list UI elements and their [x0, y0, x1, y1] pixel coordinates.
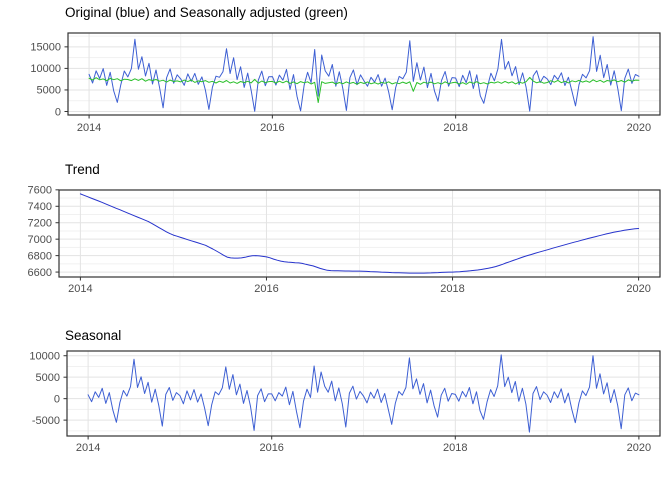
original-adjusted-plot: 0 5000 10000 15000 2014 2016 2018 2020	[30, 32, 661, 134]
trend-plot: 6600 6800 7000 7200 7400 7600 2014 2016 2018 2020	[28, 185, 661, 295]
x-tick-label: 2020	[627, 122, 651, 134]
x-tick-label: 2016	[254, 283, 278, 295]
y-tick-label: -5000	[32, 415, 60, 427]
x-tick-label: 2018	[440, 283, 464, 295]
y-tick-label: 6800	[28, 250, 52, 262]
x-tick-label: 2020	[627, 442, 651, 454]
x-tick-label: 2014	[76, 442, 100, 454]
x-tick-label: 2014	[68, 283, 92, 295]
chart-title-trend: Trend	[65, 162, 100, 177]
y-tick-label: 15000	[30, 42, 61, 54]
x-tick-label: 2018	[443, 442, 467, 454]
x-tick-label: 2014	[77, 122, 101, 134]
y-tick-label: 10000	[30, 63, 61, 75]
seasonal-plot: -5000 0 5000 10000 2014 2016 2018 2020	[29, 350, 661, 454]
y-tick-label: 7000	[28, 234, 52, 246]
x-tick-label: 2018	[443, 122, 467, 134]
chart-title-seasonal: Seasonal	[65, 328, 122, 343]
y-tick-label: 0	[54, 393, 60, 405]
x-tick-label: 2020	[626, 283, 650, 295]
y-tick-label: 6600	[28, 267, 52, 279]
y-tick-label: 7200	[28, 218, 52, 230]
y-tick-label: 7600	[28, 185, 52, 197]
series-original	[88, 36, 640, 112]
series-seasonal	[87, 354, 640, 433]
y-tick-label: 5000	[36, 372, 60, 384]
x-tick-label: 2016	[260, 122, 284, 134]
series-trend	[79, 193, 640, 274]
y-tick-label: 5000	[37, 85, 61, 97]
y-tick-label: 0	[55, 106, 61, 118]
x-tick-label: 2016	[259, 442, 283, 454]
chart-title-original-adjusted: Original (blue) and Seasonally adjusted …	[65, 5, 348, 20]
series-seasonally-adjusted	[88, 76, 640, 103]
y-tick-label: 7400	[28, 201, 52, 213]
y-tick-label: 10000	[29, 351, 60, 363]
